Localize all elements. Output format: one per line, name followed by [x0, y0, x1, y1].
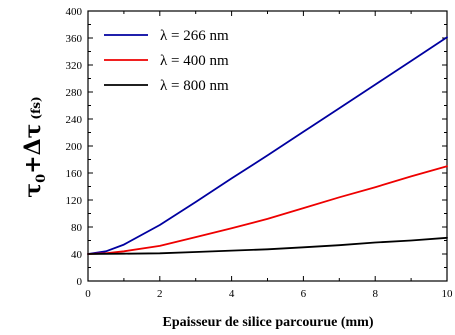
- x-axis-label: Epaisseur de silice parcourue (mm): [162, 315, 373, 330]
- plot-frame: [87, 10, 448, 282]
- y-tick-label: 360: [66, 33, 83, 45]
- y-tick-label: 320: [66, 60, 83, 72]
- x-tick-label: 6: [301, 288, 307, 300]
- legend-label-3: λ = 800 nm: [160, 78, 229, 94]
- y-tick-label: 120: [66, 195, 83, 207]
- legend-label-2: λ = 400 nm: [160, 53, 229, 69]
- y-tick-label: 200: [66, 141, 83, 153]
- y-tick-label: 160: [66, 168, 83, 180]
- x-tick-label: 10: [442, 288, 454, 300]
- x-tick-label: 4: [229, 288, 235, 300]
- legend: λ = 266 nm λ = 400 nm λ = 800 nm: [104, 28, 229, 94]
- legend-label-1: λ = 266 nm: [160, 28, 229, 44]
- y-label-tau: τ: [20, 183, 46, 198]
- series-line-2: [87, 165, 448, 255]
- x-tick-label: 2: [157, 288, 163, 300]
- y-tick-label: 0: [77, 276, 83, 288]
- x-tick-label: 8: [372, 288, 378, 300]
- series-line-3: [87, 236, 448, 255]
- x-tick-label: 0: [85, 288, 91, 300]
- y-tick-label: 240: [66, 114, 83, 126]
- y-tick-label: 80: [71, 222, 83, 234]
- y-label-delta-tau: Δτ: [20, 124, 46, 156]
- y-tick-label: 280: [66, 87, 83, 99]
- y-label-unit: (fs): [29, 96, 43, 119]
- y-tick-label: 40: [71, 249, 83, 261]
- y-tick-label: 400: [66, 6, 83, 18]
- series-layer: [87, 36, 448, 255]
- y-label-sub: 0: [34, 174, 49, 183]
- axes: 0 40 80 120 160 200 240 280 320 360 400 0 2 4 6 8 10: [66, 6, 454, 300]
- y-axis-label: τ0+Δτ (fs): [20, 96, 49, 197]
- y-label-plus: +: [20, 155, 46, 173]
- series-line-1: [87, 36, 448, 255]
